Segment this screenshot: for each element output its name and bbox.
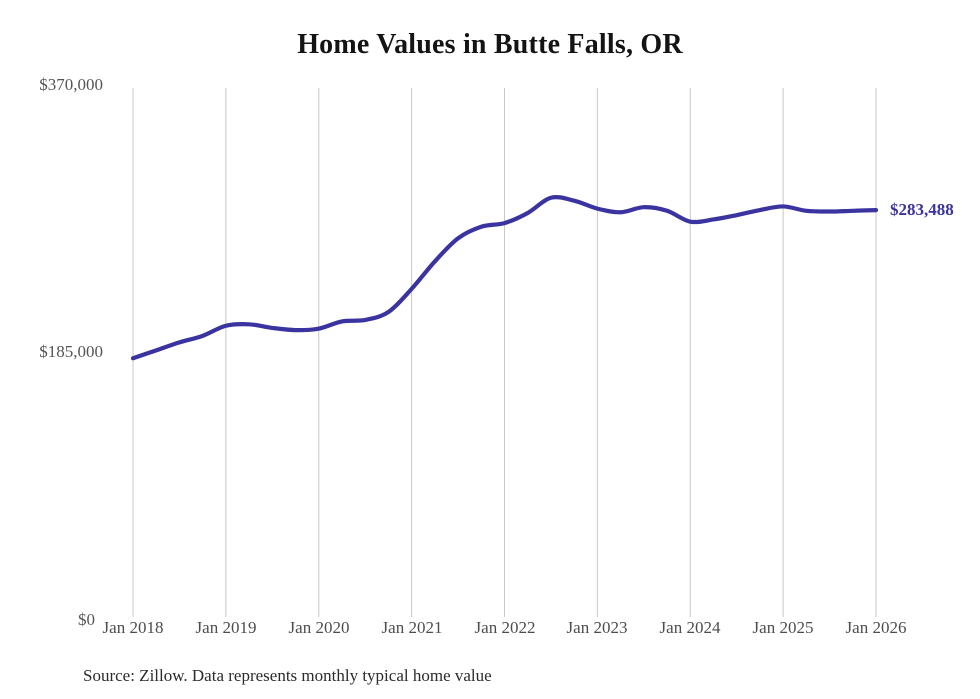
x-tick-label-jan-2021: Jan 2021 bbox=[381, 618, 443, 637]
x-tick-label-jan-2018: Jan 2018 bbox=[102, 618, 164, 637]
y-axis: $370,000 $185,000 $0 bbox=[0, 0, 103, 699]
chart-title: Home Values in Butte Falls, OR bbox=[297, 29, 683, 60]
x-tick-label-jan-2023: Jan 2023 bbox=[566, 618, 628, 637]
y-tick-label-0: $0 bbox=[78, 610, 95, 629]
x-tick-label-jan-2026: Jan 2026 bbox=[845, 618, 907, 637]
x-tick-label-jan-2025: Jan 2025 bbox=[752, 618, 814, 637]
y-tick-label-370000: $370,000 bbox=[39, 75, 103, 94]
line-series-typical-home-value bbox=[130, 195, 879, 361]
x-tick-label-jan-2022: Jan 2022 bbox=[474, 618, 536, 637]
x-tick-label-jan-2024: Jan 2024 bbox=[659, 618, 721, 637]
x-tick-label-jan-2020: Jan 2020 bbox=[288, 618, 350, 637]
y-tick-label-185000: $185,000 bbox=[39, 342, 103, 361]
end-value-label: $283,488 bbox=[890, 200, 954, 220]
x-tick-label-jan-2019: Jan 2019 bbox=[195, 618, 257, 637]
source-note: Source: Zillow. Data represents monthly … bbox=[83, 666, 492, 685]
gridlines bbox=[132, 88, 877, 617]
